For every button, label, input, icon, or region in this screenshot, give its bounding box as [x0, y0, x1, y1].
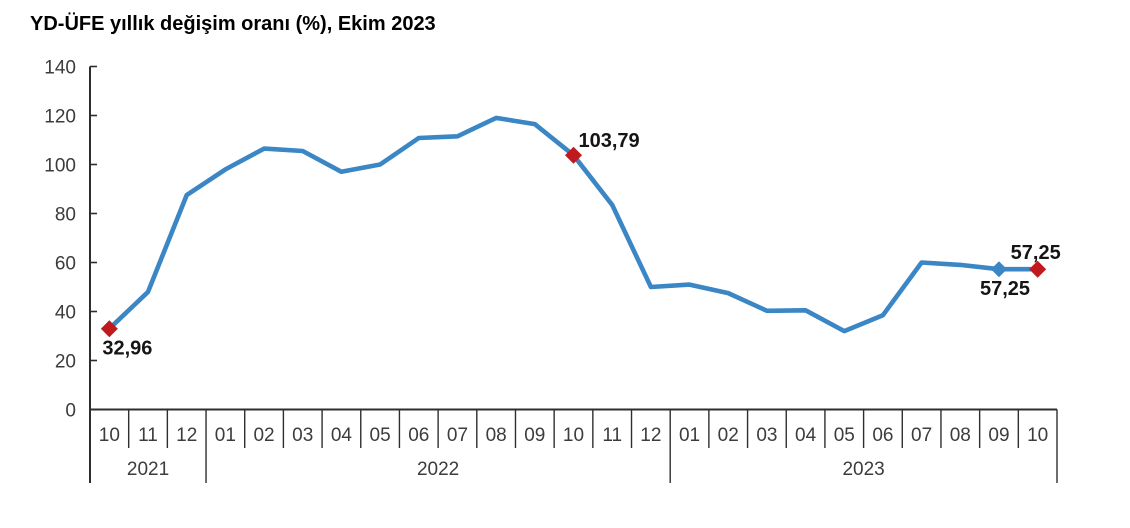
chart-title: YD-ÜFE yıllık değişim oranı (%), Ekim 20…: [30, 13, 436, 35]
data-point-label: 103,79: [579, 130, 640, 152]
month-label: 10: [1027, 425, 1048, 446]
month-label: 09: [524, 425, 545, 446]
y-tick-label: 100: [44, 156, 76, 177]
month-label: 01: [215, 425, 236, 446]
month-label: 09: [988, 425, 1009, 446]
y-tick-label: 20: [55, 352, 76, 373]
y-tick-label: 80: [55, 205, 76, 226]
month-label: 11: [602, 425, 622, 446]
y-tick-label: 0: [65, 401, 76, 422]
month-label: 06: [872, 425, 893, 446]
month-label: 10: [99, 425, 120, 446]
month-label: 11: [138, 425, 158, 446]
y-tick-label: 120: [44, 107, 76, 128]
month-label: 06: [408, 425, 429, 446]
month-label: 02: [253, 425, 274, 446]
month-label: 03: [756, 425, 777, 446]
year-label: 2022: [417, 459, 459, 480]
marker-diamond: [100, 320, 118, 338]
month-label: 07: [447, 425, 468, 446]
month-label: 12: [640, 425, 661, 446]
y-tick-label: 60: [55, 254, 76, 275]
y-tick-label: 40: [55, 303, 76, 324]
month-label: 04: [795, 425, 817, 446]
year-label: 2021: [127, 459, 169, 480]
month-label: 08: [486, 425, 507, 446]
data-point-label: 32,96: [102, 338, 152, 360]
month-label: 05: [834, 425, 855, 446]
month-label: 02: [718, 425, 739, 446]
month-label: 10: [563, 425, 584, 446]
month-label: 12: [176, 425, 197, 446]
marker-diamond: [1029, 260, 1047, 278]
month-label: 07: [911, 425, 932, 446]
marker-diamond: [565, 146, 582, 164]
year-label: 2023: [842, 459, 884, 480]
y-tick-label: 140: [44, 58, 76, 79]
month-label: 03: [292, 425, 313, 446]
month-label: 04: [331, 425, 353, 446]
data-point-label: 57,25: [980, 278, 1030, 300]
month-label: 05: [370, 425, 391, 446]
data-point-label: 57,25: [1011, 242, 1061, 264]
month-label: 08: [950, 425, 971, 446]
marker-diamond: [990, 261, 1007, 278]
month-label: 01: [679, 425, 700, 446]
